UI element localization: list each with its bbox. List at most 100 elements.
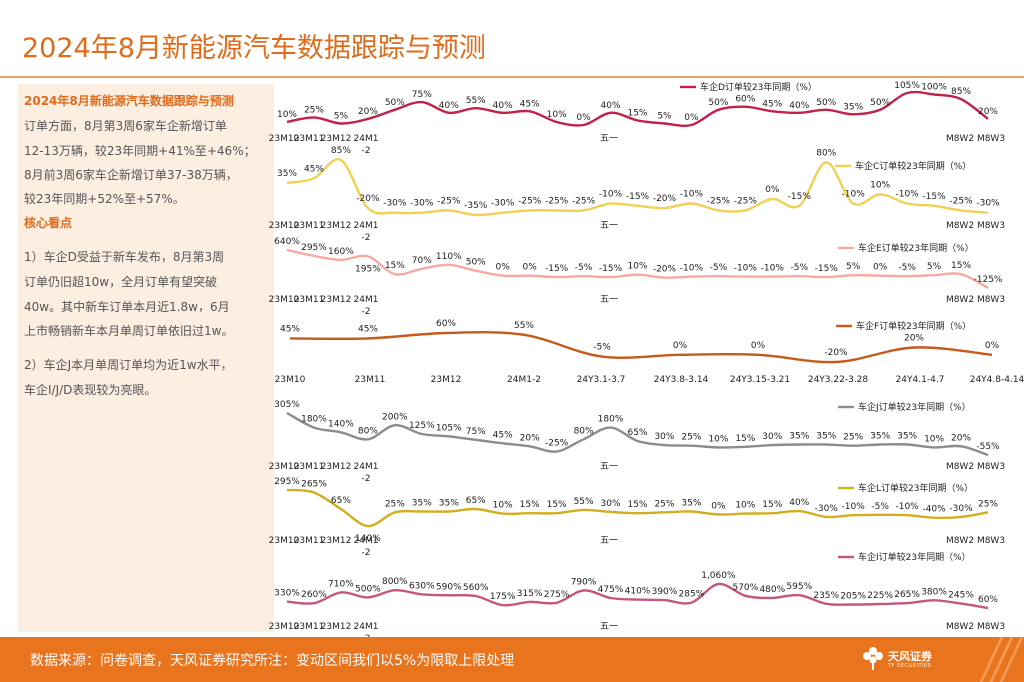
data-label: 225% bbox=[867, 591, 893, 601]
data-label: 800% bbox=[382, 577, 408, 587]
data-label: -5% bbox=[593, 343, 611, 353]
data-label: 45% bbox=[280, 324, 300, 334]
x-tick-label: 五一 bbox=[600, 221, 618, 231]
chart-e: 640%295% 160%195% 15% 70% 110% 50% 0% 0% -15% -5%… bbox=[269, 237, 1005, 317]
data-label: -55% bbox=[976, 442, 1000, 452]
data-label: -40% bbox=[922, 505, 946, 515]
point1-line-2: 订单仍旧超10w，全月订单有望突破 bbox=[24, 275, 218, 289]
core-heading: 核心看点 bbox=[24, 216, 73, 230]
data-label: 500% bbox=[355, 584, 381, 594]
summary-line-4: 较23年同期+52%至+57%。 bbox=[24, 192, 185, 206]
data-label: 30% bbox=[601, 499, 621, 509]
data-label: -25% bbox=[545, 439, 569, 449]
data-label: 15% bbox=[627, 108, 647, 118]
title-divider bbox=[0, 76, 1024, 78]
data-label: 1,060% bbox=[701, 571, 736, 581]
data-label: 5% bbox=[334, 111, 349, 121]
x-tick-label: 五一 bbox=[600, 295, 618, 305]
x-tick-label: M8W3 bbox=[977, 295, 1005, 305]
data-label: 80% bbox=[358, 426, 378, 436]
data-label: 35% bbox=[897, 432, 917, 442]
x-tick-label: 23M11 bbox=[294, 295, 325, 305]
chart-l: 295% 265% 65% 140% 25% 35% 35% 65% 10% 15% 15% 55% 3… bbox=[269, 477, 1005, 558]
data-label: -10% bbox=[842, 502, 866, 512]
data-label: 10% bbox=[708, 434, 728, 444]
data-label: 305% bbox=[274, 400, 300, 410]
data-label: 10% bbox=[924, 434, 944, 444]
x-tick-label: 24Y4.8-4.14 bbox=[970, 375, 1024, 385]
data-label: -30% bbox=[815, 504, 839, 514]
data-label: 35% bbox=[439, 499, 459, 509]
data-label: 50% bbox=[385, 98, 405, 108]
data-label: 5% bbox=[846, 262, 861, 272]
data-label: 15% bbox=[627, 500, 647, 510]
series-line-e bbox=[286, 248, 989, 290]
x-tick-label: 23M11 bbox=[294, 536, 325, 546]
x-tick-label: 五一 bbox=[600, 622, 618, 632]
x-tick-label: -2 bbox=[362, 233, 371, 243]
data-label: 85% bbox=[951, 87, 971, 97]
data-label: 790% bbox=[571, 577, 597, 587]
data-label: -20% bbox=[824, 348, 848, 358]
x-tick-label: 五一 bbox=[600, 462, 618, 472]
data-label: 20% bbox=[520, 433, 540, 443]
data-label: 295% bbox=[274, 477, 300, 487]
data-label: 35% bbox=[277, 169, 297, 179]
x-tick-label: -2 bbox=[362, 307, 371, 317]
logo-name: 天风证券 bbox=[888, 650, 932, 663]
x-tick-label: 24Y3.15-3.21 bbox=[730, 375, 790, 385]
data-label: -20% bbox=[653, 194, 677, 204]
chart-i: 330% 260%710%500%800% 630% 590% 560%175% 315%… bbox=[269, 551, 1005, 644]
data-label: 20% bbox=[978, 107, 998, 117]
point1-line-3: 40w。其中新车订单本月近1.8w，6月 bbox=[24, 300, 230, 314]
data-label: -10% bbox=[680, 190, 704, 200]
data-label: 0% bbox=[684, 113, 699, 123]
data-label: 65% bbox=[331, 496, 351, 506]
data-label: 40% bbox=[601, 101, 621, 111]
legend-label: 车企C订单较23年同期（%） bbox=[855, 160, 971, 172]
data-label: 10% bbox=[493, 501, 513, 511]
data-label: 630% bbox=[409, 581, 435, 591]
data-label: -25% bbox=[518, 196, 542, 206]
legend-label: 车企J订单较23年同期（%） bbox=[858, 401, 971, 413]
data-label: 25% bbox=[385, 499, 405, 509]
x-tick-label: M8W3 bbox=[977, 221, 1005, 231]
data-label: -30% bbox=[976, 199, 1000, 209]
x-tick-label: -2 bbox=[362, 548, 371, 558]
data-label: 315% bbox=[517, 589, 543, 599]
x-tick-label: -2 bbox=[362, 474, 371, 484]
data-label: 10% bbox=[547, 110, 567, 120]
data-label: 140% bbox=[355, 534, 381, 544]
data-label: 560% bbox=[463, 583, 489, 593]
data-label: 410% bbox=[625, 587, 651, 597]
data-label: 45% bbox=[358, 324, 378, 334]
data-label: 195% bbox=[355, 264, 381, 274]
footer-source: 数据来源：问卷调查，天风证券研究所注：变动区间我们以5%为限取上限处理 bbox=[30, 653, 515, 669]
data-label: -10% bbox=[842, 190, 866, 200]
data-label: 160% bbox=[328, 247, 354, 257]
series-line-l bbox=[286, 488, 989, 528]
data-label: 180% bbox=[301, 415, 327, 425]
data-label: 110% bbox=[436, 252, 462, 262]
data-label: -25% bbox=[949, 196, 973, 206]
data-label: 45% bbox=[520, 99, 540, 109]
data-label: 10% bbox=[870, 180, 890, 190]
x-tick-label: 23M11 bbox=[294, 221, 325, 231]
data-label: -25% bbox=[545, 196, 569, 206]
footer-bar: 数据来源：问卷调查，天风证券研究所注：变动区间我们以5%为限取上限处理 天风证券… bbox=[0, 637, 1024, 682]
summary-line-3: 8月前3周6家车企新增订单37-38万辆， bbox=[24, 168, 238, 182]
data-label: 10% bbox=[627, 262, 647, 272]
data-label: 245% bbox=[948, 591, 974, 601]
x-tick-label: M8W3 bbox=[977, 536, 1005, 546]
x-tick-label: 23M11 bbox=[294, 462, 325, 472]
data-label: 75% bbox=[466, 427, 486, 437]
data-label: 25% bbox=[681, 433, 701, 443]
data-label: -10% bbox=[895, 190, 919, 200]
data-label: 330% bbox=[274, 589, 300, 599]
data-label: 25% bbox=[304, 105, 324, 115]
x-tick-label: M8W2 bbox=[946, 221, 974, 231]
x-tick-label: 23M10 bbox=[269, 134, 300, 144]
series-line-f bbox=[289, 331, 993, 364]
data-label: -25% bbox=[707, 196, 731, 206]
